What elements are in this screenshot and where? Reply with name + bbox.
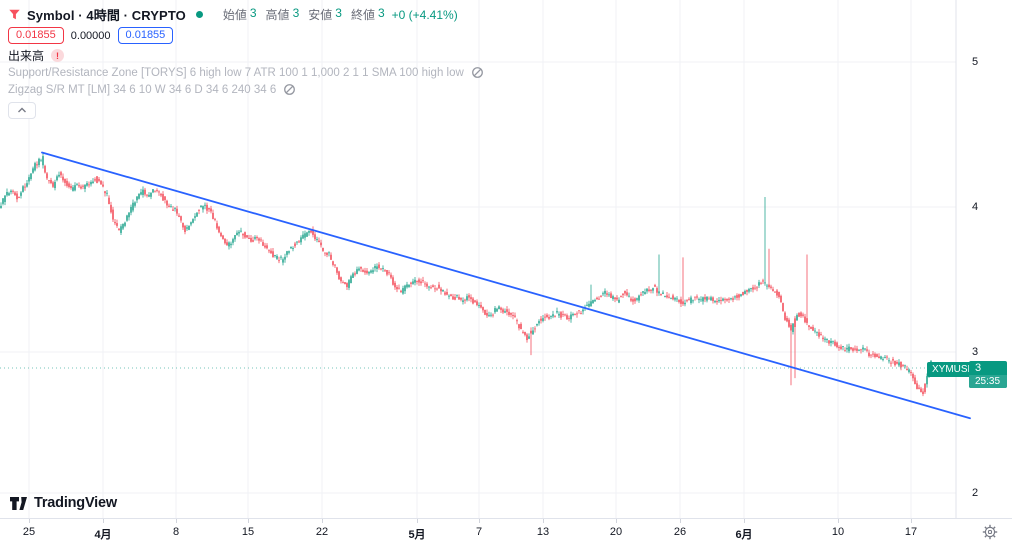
time-axis-tick bbox=[417, 519, 418, 523]
time-axis-label: 26 bbox=[673, 526, 687, 538]
time-axis-label: 8 bbox=[172, 526, 180, 538]
symbol-title[interactable]: Symbol · 4時間 · CRYPTO bbox=[27, 8, 186, 23]
eye-off-icon[interactable] bbox=[471, 66, 484, 79]
warning-icon[interactable]: ! bbox=[51, 49, 65, 62]
sell-price-button[interactable]: 0.01855 bbox=[8, 27, 64, 44]
time-axis-tick bbox=[248, 519, 249, 523]
time-axis[interactable]: 25 4月 8 15 22 5月 7 13 20 26 6月 10 17 bbox=[0, 518, 1012, 544]
time-axis-label: 10 bbox=[831, 526, 845, 538]
close-value: 3 bbox=[377, 6, 385, 20]
price-axis-label: 2 bbox=[972, 487, 979, 499]
chevron-up-icon bbox=[18, 107, 26, 113]
time-axis-label: 17 bbox=[904, 526, 918, 538]
legend-collapse-button[interactable] bbox=[8, 102, 36, 119]
time-axis-tick bbox=[479, 519, 480, 523]
indicator-row-support-resistance[interactable]: Support/Resistance Zone [TORYS] 6 high l… bbox=[8, 65, 484, 80]
time-axis-tick bbox=[911, 519, 912, 523]
time-axis-tick bbox=[838, 519, 839, 523]
tradingview-logo-icon bbox=[10, 496, 27, 510]
gear-icon[interactable] bbox=[982, 524, 998, 540]
spread-value: 0.00000 bbox=[70, 29, 111, 42]
indicator-row-zigzag[interactable]: Zigzag S/R MT [LM] 34 6 10 W 34 6 D 34 6… bbox=[8, 82, 484, 97]
grid-lines bbox=[0, 0, 956, 519]
time-axis-tick bbox=[744, 519, 745, 523]
low-value: 3 bbox=[335, 6, 342, 20]
time-axis-label: 7 bbox=[475, 526, 483, 538]
time-axis-label: 6月 bbox=[735, 529, 753, 541]
high-label: 高値 bbox=[265, 8, 290, 22]
volume-label: 出来高 bbox=[8, 49, 45, 63]
open-label: 始値 bbox=[222, 8, 247, 22]
price-axis-label: 4 bbox=[972, 201, 979, 213]
price-axis[interactable]: 5 4 3 2 bbox=[956, 0, 1012, 519]
current-price-value: 3 bbox=[975, 362, 982, 374]
time-axis-label: 20 bbox=[609, 526, 623, 538]
indicator-title: Support/Resistance Zone [TORYS] 6 high l… bbox=[8, 66, 464, 79]
time-axis-label: 5月 bbox=[408, 529, 426, 541]
high-value: 3 bbox=[292, 6, 300, 20]
buy-price-button[interactable]: 0.01855 bbox=[117, 27, 174, 44]
time-axis-label: 13 bbox=[536, 526, 550, 538]
time-axis-tick bbox=[176, 519, 177, 523]
time-axis-tick bbox=[103, 519, 104, 523]
time-axis-tick bbox=[322, 519, 323, 523]
symbol-price-flag: XYMUSD bbox=[927, 362, 980, 377]
indicator-title: Zigzag S/R MT [LM] 34 6 10 W 34 6 D 34 6… bbox=[8, 83, 277, 96]
time-axis-tick bbox=[29, 519, 30, 523]
time-axis-label: 25 bbox=[22, 526, 36, 538]
chart-legend: Symbol · 4時間 · CRYPTO 始値 3 高値 3 安値 3 終値 3 +0… bbox=[8, 5, 484, 119]
time-axis-label: 22 bbox=[315, 526, 329, 538]
eye-off-icon[interactable] bbox=[283, 83, 296, 96]
time-axis-tick bbox=[543, 519, 544, 523]
tradingview-logo[interactable]: TradingView bbox=[9, 495, 117, 511]
ohlc-values: 始値 3 高値 3 安値 3 終値 3 +0 (+4.41%) bbox=[223, 6, 458, 23]
price-axis-label: 5 bbox=[972, 56, 979, 68]
change-value: +0 (+4.41%) bbox=[391, 7, 458, 22]
time-axis-label: 15 bbox=[241, 526, 255, 538]
price-axis-label: 3 bbox=[972, 346, 979, 358]
low-label: 安値 bbox=[308, 8, 333, 22]
close-label: 終値 bbox=[350, 8, 375, 22]
trendline-drawing[interactable] bbox=[41, 151, 971, 420]
candlestick-series bbox=[0, 152, 932, 397]
symbol-row[interactable]: Symbol · 4時間 · CRYPTO 始値 3 高値 3 安値 3 終値 3 +0… bbox=[8, 5, 484, 24]
time-axis-tick bbox=[680, 519, 681, 523]
market-open-dot-icon[interactable] bbox=[195, 11, 203, 18]
bid-ask-row: 0.01855 0.00000 0.01855 bbox=[8, 27, 484, 44]
current-price-label: 3 25:35 bbox=[969, 361, 1007, 388]
time-axis-label: 4月 bbox=[94, 529, 112, 541]
volume-row[interactable]: 出来高 ! bbox=[8, 48, 484, 63]
brand-text: TradingView bbox=[34, 495, 117, 511]
symbol-funnel-icon bbox=[9, 9, 20, 20]
open-value: 3 bbox=[249, 6, 257, 20]
bar-countdown: 25:35 bbox=[969, 375, 1007, 388]
time-axis-tick bbox=[616, 519, 617, 523]
